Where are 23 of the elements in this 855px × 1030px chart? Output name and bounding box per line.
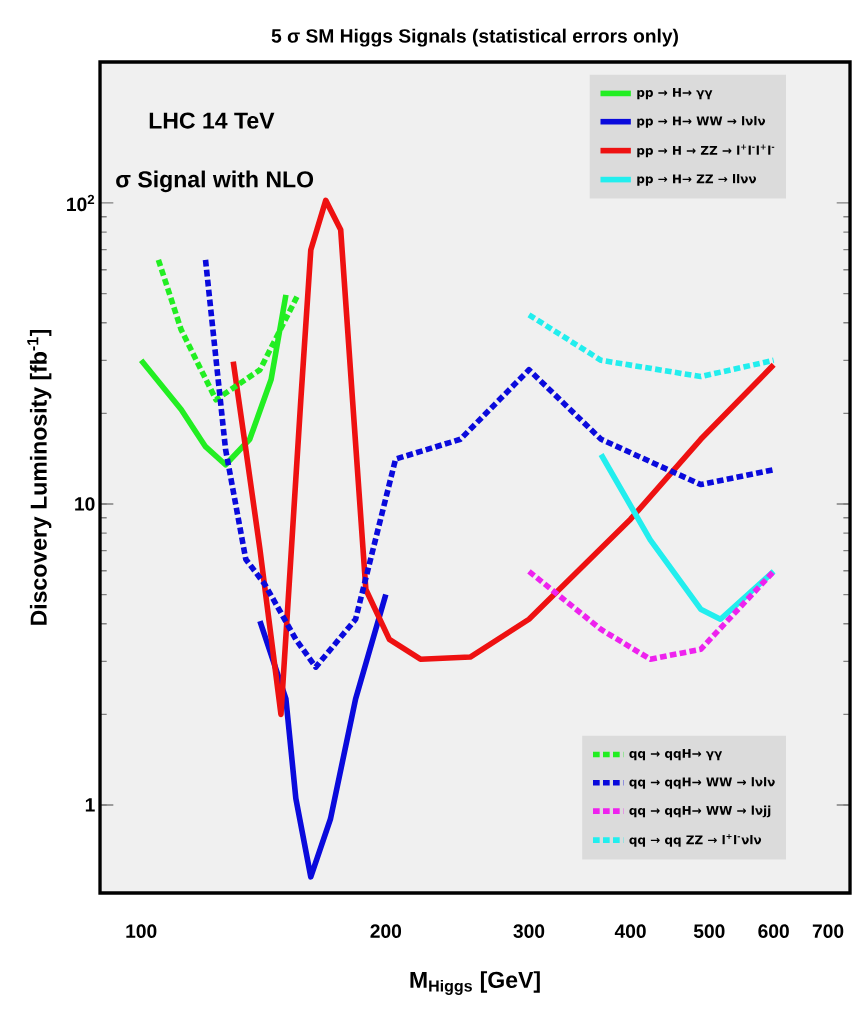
y-axis-title: Discovery Luminosity [fb$^{-1}$] <box>27 329 52 625</box>
x-axis-title: M$_{Higgs}$ [GeV] <box>410 971 540 995</box>
legend-label: qq → qqH→ γγ <box>629 749 723 761</box>
legend-label: pp → H→ ZZ → llνν <box>637 174 756 186</box>
annotation: σ Signal with NLO <box>116 170 314 193</box>
legend-label: qq → qqH→ WW → lνjj <box>629 805 771 818</box>
legend-label: pp → H→ γγ <box>637 88 713 100</box>
legend-label: pp → H→ WW → lνlν <box>637 116 766 128</box>
x-tick-label: 100 <box>126 924 157 938</box>
x-tick-label: 300 <box>513 924 545 938</box>
x-tick-label: 600 <box>758 924 789 938</box>
y-tick-label: 1 <box>85 798 95 812</box>
x-tick-label: 700 <box>812 924 844 938</box>
y-tick-label: 10 <box>75 497 95 511</box>
x-tick-label: 200 <box>370 924 402 938</box>
legend-label: qq → qqH→ WW → lνlν <box>629 777 775 789</box>
annotation: LHC 14 TeV <box>149 112 275 129</box>
chart-title: 5 σ SM Higgs Signals (statistical errors only) <box>271 28 678 47</box>
x-tick-label: 500 <box>693 924 725 938</box>
legend-label: qq → qq ZZ → l$^{+}$l$^{-}$νlν <box>629 834 762 847</box>
legend-label: pp → H → ZZ → l$^{+}$l$^{-}$l$^{+}$l$^{-}$ <box>637 144 775 158</box>
x-tick-label: 400 <box>614 924 646 938</box>
y-tick-label: 10$^{2}$ <box>67 194 95 212</box>
